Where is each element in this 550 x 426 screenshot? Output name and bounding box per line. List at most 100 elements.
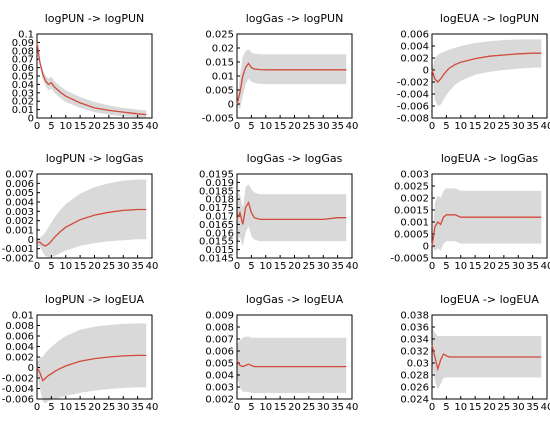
y-tick-label: 0.003 — [205, 383, 234, 394]
x-tick-label: 40 — [346, 261, 359, 272]
x-tick-label: 10 — [259, 121, 272, 132]
x-tick-label: 35 — [526, 402, 539, 413]
y-tick-label: 0.017 — [205, 212, 234, 223]
y-tick-label: 0.002 — [205, 395, 234, 406]
x-tick-label: 15 — [274, 121, 287, 132]
x-tick-label: 35 — [331, 121, 344, 132]
x-tick-label: 5 — [443, 261, 449, 272]
y-tick-label: 0.004 — [400, 42, 429, 53]
y-tick-label: 0.016 — [205, 228, 234, 239]
x-tick-label: 15 — [469, 121, 482, 132]
y-tick-label: 0.005 — [205, 359, 234, 370]
y-tick-label: 0.036 — [400, 323, 429, 334]
chart-title: logGas -> logGas — [247, 152, 343, 165]
y-tick-label: 0.0025 — [394, 182, 429, 193]
x-tick-label: 30 — [117, 121, 130, 132]
x-tick-label: 25 — [303, 402, 316, 413]
y-tick-label: 0.09 — [12, 38, 34, 49]
chart-title: logPUN -> logEUA — [45, 293, 145, 306]
confidence-band — [432, 327, 542, 390]
x-tick-label: 35 — [331, 402, 344, 413]
confidence-band — [237, 184, 347, 247]
y-tick-label: -0.008 — [397, 114, 429, 125]
y-tick-label: 0.02 — [212, 44, 234, 55]
x-tick-label: 10 — [59, 402, 72, 413]
y-tick-label: 0.0185 — [199, 186, 234, 197]
x-tick-label: 25 — [498, 121, 511, 132]
impulse-response-line — [36, 42, 147, 116]
x-tick-label: 25 — [103, 121, 116, 132]
confidence-band — [432, 188, 542, 251]
x-tick-label: 20 — [288, 121, 301, 132]
x-tick-label: 40 — [146, 261, 159, 272]
y-tick-label: 0.003 — [400, 170, 429, 181]
y-tick-label: 0.004 — [5, 342, 34, 353]
confidence-band — [432, 39, 542, 106]
x-tick-label: 20 — [483, 121, 496, 132]
y-tick-label: 0.002 — [5, 353, 34, 364]
x-tick-label: 0 — [429, 261, 435, 272]
chart-title: logPUN -> logPUN — [45, 12, 145, 25]
x-tick-label: 10 — [59, 121, 72, 132]
x-tick-label: 35 — [526, 121, 539, 132]
x-tick-label: 0 — [34, 261, 40, 272]
x-tick-label: 20 — [288, 402, 301, 413]
y-tick-label: 0.08 — [12, 46, 34, 57]
y-tick-label: 0.004 — [5, 198, 34, 209]
y-tick-label: -0.0005 — [390, 254, 429, 265]
y-tick-label: 0.002 — [5, 216, 34, 227]
y-tick-label: 0.01 — [12, 105, 34, 116]
y-tick-label: 0.1 — [18, 30, 34, 41]
y-tick-label: 0.005 — [5, 188, 34, 199]
x-tick-label: 35 — [131, 261, 144, 272]
x-tick-label: 10 — [454, 402, 467, 413]
y-tick-label: 0.006 — [205, 347, 234, 358]
y-tick-label: 0.006 — [5, 332, 34, 343]
y-tick-label: -0.005 — [202, 114, 234, 125]
x-tick-label: 40 — [146, 121, 159, 132]
x-tick-label: 5 — [443, 121, 449, 132]
impulse-response-line — [431, 52, 542, 83]
x-tick-label: 25 — [498, 402, 511, 413]
x-tick-label: 30 — [317, 121, 330, 132]
x-tick-label: 15 — [274, 261, 287, 272]
y-tick-label: 0.03 — [407, 359, 429, 370]
x-tick-label: 40 — [541, 261, 550, 272]
y-tick-label: 0.06 — [12, 63, 34, 74]
y-tick-label: 0.05 — [12, 72, 34, 83]
y-tick-label: 0.006 — [400, 30, 429, 41]
x-tick-label: 35 — [526, 261, 539, 272]
chart-panel: logEUA -> logPUN -0.008-0.006-0.004-0.002… — [397, 12, 550, 132]
x-tick-label: 40 — [346, 402, 359, 413]
y-tick-label: 0.007 — [5, 170, 34, 181]
y-tick-label: 0.018 — [205, 195, 234, 206]
y-tick-label: 0.006 — [5, 179, 34, 190]
x-tick-label: 35 — [131, 402, 144, 413]
x-tick-label: 25 — [303, 121, 316, 132]
x-tick-label: 20 — [483, 402, 496, 413]
y-tick-label: 0.0195 — [199, 170, 234, 181]
chart-panel: logEUA -> logGas-0.000500.00050.0010.001… — [390, 152, 550, 272]
chart-title: logGas -> logPUN — [246, 12, 344, 25]
x-tick-label: 25 — [303, 261, 316, 272]
x-tick-label: 0 — [34, 402, 40, 413]
x-tick-label: 25 — [103, 402, 116, 413]
confidence-band — [37, 40, 147, 119]
impulse-response-line — [236, 360, 347, 368]
x-tick-label: 35 — [331, 261, 344, 272]
x-tick-label: 5 — [248, 121, 254, 132]
x-tick-label: 25 — [103, 261, 116, 272]
y-tick-label: 0.01 — [212, 72, 234, 83]
y-tick-label: 0.024 — [400, 395, 429, 406]
y-tick-label: 0.004 — [205, 371, 234, 382]
y-tick-label: -0.006 — [2, 395, 34, 406]
y-tick-label: 0.019 — [205, 178, 234, 189]
x-tick-label: 40 — [541, 402, 550, 413]
chart-title: logEUA -> logGas — [441, 152, 539, 165]
impulse-response-line — [431, 344, 542, 372]
impulse-response-line — [36, 354, 147, 382]
y-tick-label: 0.007 — [205, 335, 234, 346]
x-tick-label: 15 — [274, 402, 287, 413]
y-tick-label: 0.002 — [400, 54, 429, 65]
